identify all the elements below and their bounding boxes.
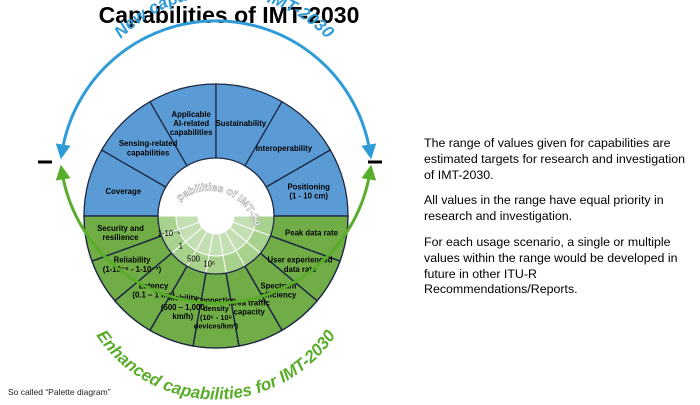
- label-user-experienced-data-rate: User experienced data rate: [267, 256, 332, 274]
- palette-diagram: Coverage Sensing-related capabilities Appli…: [0, 0, 382, 403]
- label-reliability: Reliability (1-10⁻⁵ - 1-10⁻⁷): [103, 256, 162, 274]
- page-title: Capabilities of IMT-2030: [98, 2, 360, 28]
- new-capabilities-arrow: [55, 19, 377, 160]
- label-interoperability: Interoperability: [256, 144, 313, 153]
- enhanced-capabilities-arrow: [55, 164, 377, 305]
- label-peak-data-rate: Peak data rate: [285, 229, 339, 238]
- label-positioning: Positioning (1 - 10 cm): [287, 182, 330, 200]
- scale-label-3: 500: [187, 254, 201, 263]
- label-sustainability: Sustainability: [215, 119, 266, 128]
- label-connection-density: Connection density (10⁶ - 10⁸ devices/km²): [194, 296, 239, 331]
- scale-label-4: 10⁶: [203, 260, 215, 269]
- label-area-traffic-capacity: Area traffic capacity: [229, 298, 271, 316]
- scale-label-1: 1-10⁻⁵: [158, 229, 181, 238]
- label-sensing: Sensing-related capabilities: [119, 139, 178, 157]
- figure-caption: So called “Palette diagram”: [8, 387, 111, 397]
- note-priority: All values in the range have equal prior…: [424, 193, 664, 224]
- note-usage: For each usage scenario, a single or mul…: [424, 234, 678, 297]
- notes-panel: The range of values given for capabiliti…: [424, 136, 692, 308]
- segment-border-security: [83, 215, 163, 262]
- label-latency: Latency (0.1 – 1 ms): [132, 281, 175, 299]
- label-ai: Applicable AI-related capabilities: [170, 110, 213, 137]
- note-range: The range of values given for capabiliti…: [424, 136, 686, 182]
- wheel-hub: [198, 198, 234, 234]
- label-spectrum-efficiency: Spectrum efficiency: [260, 281, 297, 299]
- label-security: Security and resilience: [97, 224, 144, 242]
- label-coverage: Coverage: [106, 187, 142, 196]
- inner-layer: [83, 198, 349, 349]
- scale-label-2: 1: [179, 242, 183, 251]
